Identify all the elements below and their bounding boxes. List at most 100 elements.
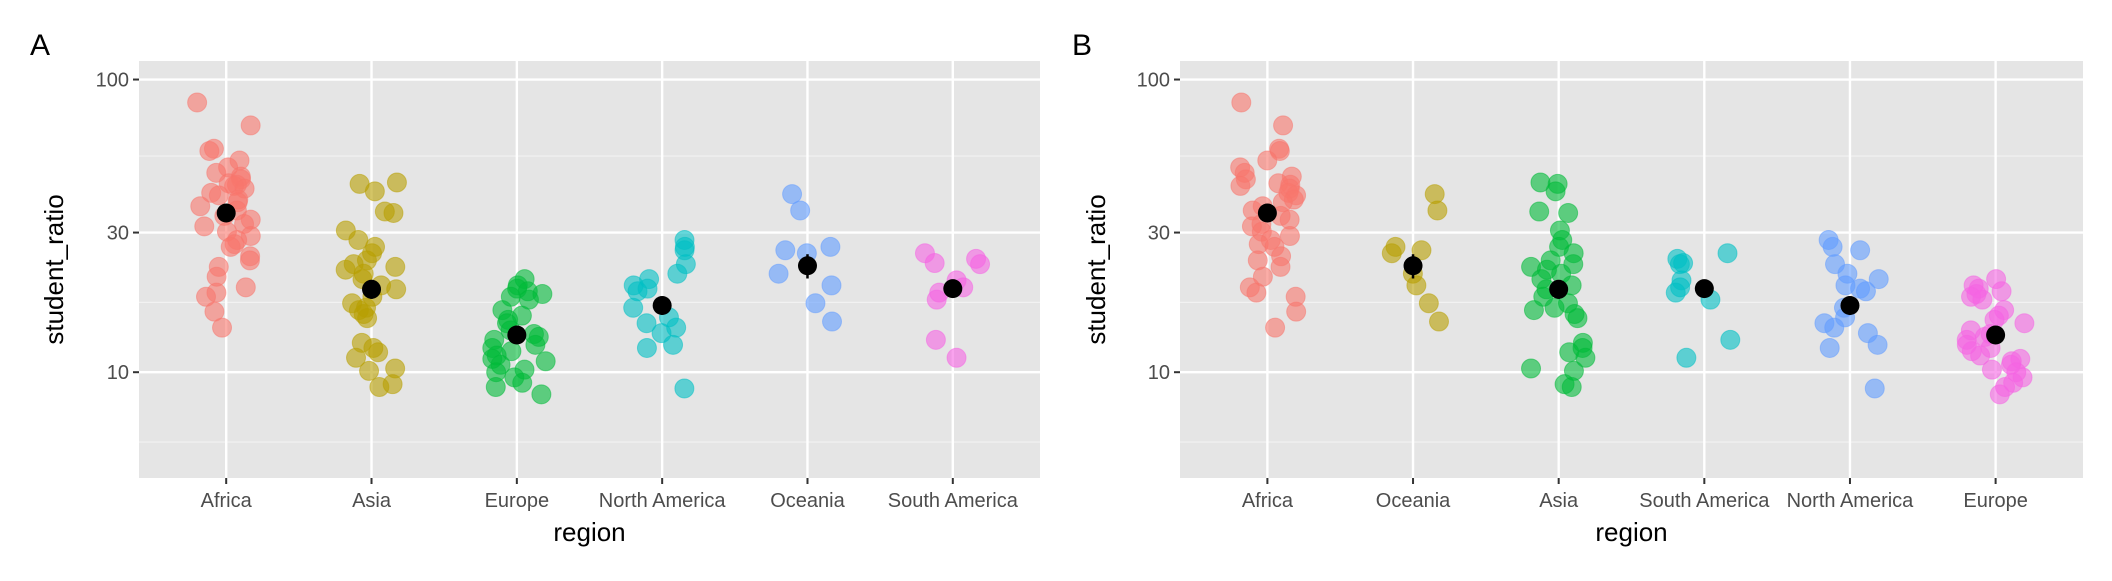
x-axis-title: region (553, 517, 625, 547)
data-point (1850, 240, 1871, 261)
data-point (335, 259, 356, 280)
series-asia (1521, 172, 1596, 398)
panel-label: A (30, 29, 50, 62)
data-point (782, 184, 803, 205)
y-tick-label: 30 (1148, 223, 1170, 245)
data-point (946, 347, 967, 368)
data-point (2014, 313, 2035, 334)
plot-background (139, 61, 1040, 478)
y-tick-label: 10 (107, 362, 129, 384)
data-point (369, 377, 390, 398)
data-point (386, 172, 407, 193)
x-axis-title: region (1595, 517, 1667, 547)
data-point (383, 202, 404, 223)
data-point (240, 115, 261, 136)
data-point (1529, 201, 1550, 222)
data-point (1864, 378, 1885, 399)
plot-background (1180, 61, 2083, 478)
data-point (1822, 236, 1843, 257)
y-tick-label: 10 (1148, 362, 1170, 384)
data-point (1717, 243, 1738, 264)
data-point (805, 293, 826, 314)
mean-point (216, 203, 236, 223)
data-point (535, 351, 556, 372)
data-point (386, 279, 407, 300)
y-tick-label: 30 (107, 223, 129, 245)
data-point (1427, 200, 1448, 221)
data-point (531, 384, 552, 405)
data-point (346, 347, 367, 368)
series-south-america (914, 243, 991, 368)
data-point (1561, 377, 1582, 398)
data-point (235, 277, 256, 298)
data-point (194, 216, 215, 237)
series-north-america (623, 229, 696, 399)
mean-point (507, 325, 527, 345)
data-point (1567, 308, 1588, 329)
data-point (925, 329, 946, 350)
data-point (924, 253, 945, 274)
data-point (970, 254, 991, 275)
data-point (1523, 300, 1544, 321)
data-point (1424, 184, 1445, 205)
data-point (821, 275, 842, 296)
x-tick-label: Asia (352, 490, 392, 512)
data-point (1855, 281, 1876, 302)
y-axis-title: student_ratio (1081, 194, 1111, 344)
data-point (1824, 317, 1845, 338)
data-point (822, 311, 843, 332)
x-tick-label: Asia (1539, 490, 1579, 512)
data-point (790, 200, 811, 221)
mean-point (1694, 279, 1714, 299)
data-point (1558, 202, 1579, 223)
data-point (1868, 269, 1889, 290)
mean-point (797, 256, 817, 276)
series-asia (335, 172, 407, 398)
data-point (1989, 384, 2010, 405)
panel-label: B (1072, 29, 1092, 62)
series-europe (1956, 269, 2035, 405)
data-point (1406, 275, 1427, 296)
data-point (208, 185, 229, 206)
data-point (1665, 282, 1686, 303)
data-point (1972, 289, 1993, 310)
data-point (359, 360, 380, 381)
data-point (199, 140, 220, 161)
x-tick-label: North America (599, 490, 727, 512)
data-point (1265, 317, 1286, 338)
series-africa (187, 92, 261, 338)
data-point (674, 378, 695, 399)
data-point (485, 377, 506, 398)
mean-point (362, 279, 382, 299)
data-point (364, 181, 385, 202)
data-point (1230, 175, 1251, 196)
series-south-america (1665, 243, 1741, 368)
data-point (1257, 150, 1278, 171)
data-point (627, 281, 648, 302)
x-tick-label: North America (1787, 490, 1915, 512)
x-tick-label: South America (888, 490, 1019, 512)
series-oceania (1381, 184, 1450, 332)
data-point (1720, 329, 1741, 350)
mean-point (1257, 203, 1277, 223)
data-point (212, 317, 233, 338)
data-point (1381, 243, 1402, 264)
data-point (820, 236, 841, 257)
mean-point (1986, 325, 2006, 345)
data-point (1544, 297, 1565, 318)
data-point (1286, 301, 1307, 322)
data-point (1867, 334, 1888, 355)
series-oceania (768, 184, 843, 332)
data-point (512, 372, 533, 393)
series-europe (482, 269, 556, 405)
data-point (926, 289, 947, 310)
x-tick-label: Oceania (1376, 490, 1451, 512)
data-point (357, 308, 378, 329)
data-point (190, 196, 211, 217)
data-point (220, 236, 241, 257)
panel-b: 10 30 100 Africa Oceania Asia South America Nor… (1072, 29, 2083, 547)
mean-point (1840, 296, 1860, 316)
data-point (1676, 347, 1697, 368)
data-point (1970, 345, 1991, 366)
